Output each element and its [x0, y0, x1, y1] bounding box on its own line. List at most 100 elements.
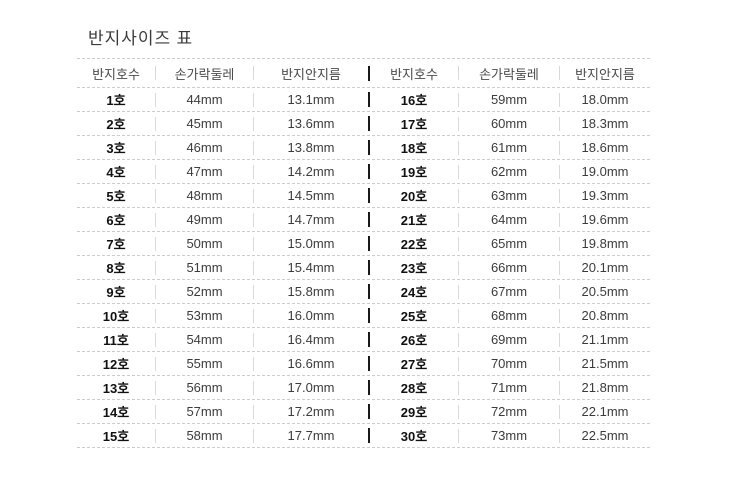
column-divider — [559, 404, 560, 419]
table-row: 14호 57mm 17.2mm 29호 72mm 22.1mm — [77, 400, 650, 424]
ring-size-cell: 14호 — [102, 405, 130, 420]
diameter-cell: 19.0mm — [581, 164, 629, 179]
column-divider — [253, 66, 254, 80]
column-divider — [253, 164, 254, 179]
ring-size-cell: 20호 — [400, 189, 428, 204]
circumference-cell: 44mm — [186, 92, 223, 107]
column-divider — [458, 284, 459, 299]
column-divider — [253, 380, 254, 395]
ring-size-cell: 30호 — [400, 429, 428, 444]
column-divider — [458, 140, 459, 155]
ring-size-cell: 9호 — [106, 285, 126, 300]
table-divider — [368, 260, 370, 275]
circumference-cell: 59mm — [490, 92, 528, 107]
ring-size-cell: 23호 — [400, 261, 428, 276]
diameter-cell: 18.6mm — [581, 140, 629, 155]
table-divider — [368, 404, 370, 419]
circumference-cell: 61mm — [490, 140, 528, 155]
ring-size-cell: 7호 — [106, 237, 126, 252]
diameter-cell: 18.0mm — [581, 92, 629, 107]
circumference-cell: 56mm — [186, 380, 223, 395]
table-row: 7호 50mm 15.0mm 22호 65mm 19.8mm — [77, 232, 650, 256]
column-divider — [458, 428, 459, 443]
circumference-cell: 45mm — [186, 116, 223, 131]
ring-size-cell: 13호 — [102, 381, 130, 396]
column-divider — [155, 188, 156, 203]
column-divider — [458, 92, 459, 107]
diameter-cell: 13.8mm — [287, 140, 335, 155]
table-divider — [368, 92, 370, 107]
diameter-cell: 19.8mm — [581, 236, 629, 251]
table-divider — [368, 236, 370, 251]
column-divider — [458, 332, 459, 347]
diameter-cell: 16.0mm — [287, 308, 335, 323]
column-divider — [559, 188, 560, 203]
column-divider — [155, 236, 156, 251]
diameter-cell: 13.1mm — [287, 92, 335, 107]
diameter-cell: 19.6mm — [581, 212, 629, 227]
column-divider — [458, 356, 459, 371]
column-divider — [559, 212, 560, 227]
ring-size-cell: 19호 — [400, 165, 428, 180]
column-header-circumference: 손가락둘레 — [479, 66, 539, 82]
diameter-cell: 15.0mm — [287, 236, 335, 251]
table-row: 8호 51mm 15.4mm 23호 66mm 20.1mm — [77, 256, 650, 280]
column-divider — [559, 66, 560, 80]
ring-size-cell: 28호 — [400, 381, 428, 396]
column-divider — [559, 236, 560, 251]
column-divider — [253, 428, 254, 443]
table-divider — [368, 188, 370, 203]
table-divider — [368, 308, 370, 323]
diameter-cell: 17.0mm — [287, 380, 335, 395]
column-divider — [253, 404, 254, 419]
page-title: 반지사이즈 표 — [88, 29, 194, 48]
ring-size-cell: 3호 — [106, 141, 126, 156]
column-divider — [155, 380, 156, 395]
column-divider — [253, 92, 254, 107]
column-divider — [253, 236, 254, 251]
ring-size-cell: 8호 — [106, 261, 126, 276]
column-header-ring-size: 반지호수 — [92, 66, 140, 82]
ring-size-cell: 5호 — [106, 189, 126, 204]
column-divider — [155, 116, 156, 131]
diameter-cell: 21.1mm — [581, 332, 629, 347]
circumference-cell: 46mm — [186, 140, 223, 155]
column-divider — [458, 308, 459, 323]
table-divider — [368, 140, 370, 155]
ring-size-cell: 29호 — [400, 405, 428, 420]
column-divider — [155, 428, 156, 443]
table-row: 4호 47mm 14.2mm 19호 62mm 19.0mm — [77, 160, 650, 184]
table-divider — [368, 380, 370, 395]
column-header-diameter: 반지안지름 — [575, 66, 635, 82]
diameter-cell: 21.8mm — [581, 380, 629, 395]
table-header-row: 반지호수 손가락둘레 반지안지름 반지호수 손가락둘레 반지안지름 — [77, 59, 650, 88]
table-divider — [368, 284, 370, 299]
column-header-circumference: 손가락둘레 — [174, 66, 235, 82]
column-divider — [559, 356, 560, 371]
ring-size-cell: 22호 — [400, 237, 428, 252]
diameter-cell: 20.8mm — [581, 308, 629, 323]
column-divider — [253, 332, 254, 347]
circumference-cell: 57mm — [186, 404, 223, 419]
circumference-cell: 62mm — [490, 164, 528, 179]
circumference-cell: 51mm — [186, 260, 223, 275]
column-divider — [155, 284, 156, 299]
circumference-cell: 52mm — [186, 284, 223, 299]
column-divider — [253, 116, 254, 131]
diameter-cell: 20.1mm — [581, 260, 629, 275]
column-divider — [559, 332, 560, 347]
column-divider — [458, 116, 459, 131]
column-divider — [458, 66, 459, 80]
table-row: 3호 46mm 13.8mm 18호 61mm 18.6mm — [77, 136, 650, 160]
column-divider — [559, 308, 560, 323]
column-divider — [559, 428, 560, 443]
column-divider — [458, 236, 459, 251]
circumference-cell: 68mm — [490, 308, 528, 323]
diameter-cell: 22.1mm — [581, 404, 629, 419]
table-row: 10호 53mm 16.0mm 25호 68mm 20.8mm — [77, 304, 650, 328]
table-row: 12호 55mm 16.6mm 27호 70mm 21.5mm — [77, 352, 650, 376]
column-divider — [253, 284, 254, 299]
circumference-cell: 48mm — [186, 188, 223, 203]
ring-size-cell: 18호 — [400, 141, 428, 156]
